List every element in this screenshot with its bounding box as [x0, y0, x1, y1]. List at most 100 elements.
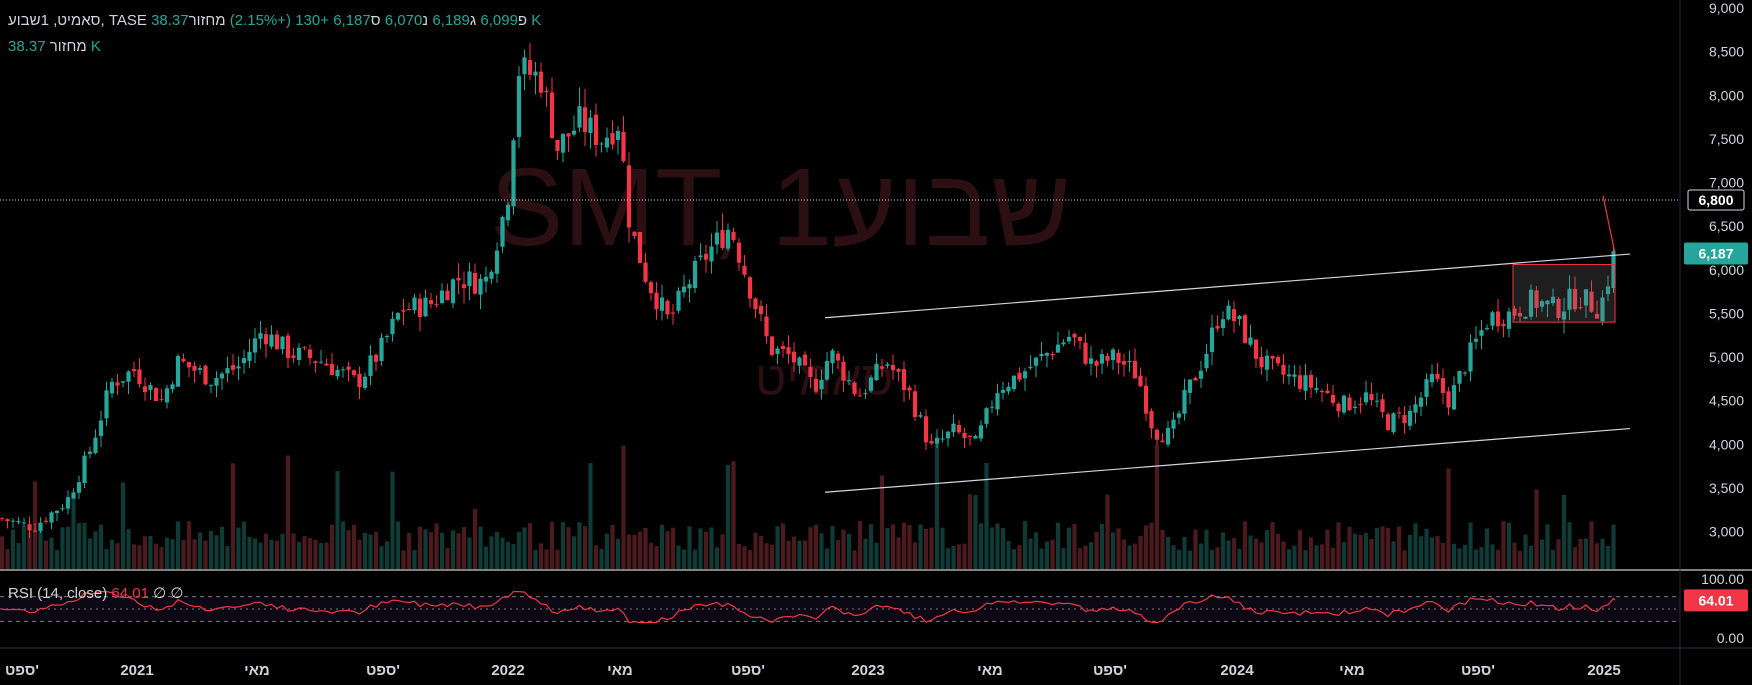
- candle-body: [626, 165, 632, 228]
- candle-body: [1539, 301, 1545, 307]
- candle-body: [417, 298, 423, 318]
- candle-body: [549, 92, 555, 138]
- volume-bar: [626, 534, 632, 569]
- candle-body: [802, 354, 808, 366]
- candle-body: [929, 441, 934, 444]
- candle-body: [720, 230, 725, 249]
- volume-bar: [203, 540, 208, 569]
- candle-body: [923, 416, 929, 443]
- volume-bar: [1523, 534, 1528, 569]
- time-axis-label: מאי: [607, 662, 633, 679]
- time-axis[interactable]: ספט' 2021 מאי ספט' 2022 מאי ספט' 2023 מאי ספט' 202…: [5, 662, 1621, 679]
- volume-bar: [797, 540, 802, 569]
- rsi-label[interactable]: RSI (14, close): [8, 585, 108, 602]
- candle-body: [742, 265, 747, 275]
- volume-bar: [181, 540, 186, 569]
- candle-body: [65, 497, 71, 509]
- candle-body: [10, 520, 16, 522]
- volume-bar: [725, 465, 731, 569]
- volume-bar: [1490, 544, 1495, 569]
- ohlc-legend: סאמיט, 1שבוע, TASE פ6,099 ג6,189 נ6,070 …: [8, 12, 541, 29]
- candle-body: [483, 276, 489, 282]
- candle-body: [1215, 325, 1220, 329]
- volume-bar: [874, 542, 879, 569]
- volume-bar: [1154, 444, 1160, 569]
- candle-body: [1314, 388, 1319, 390]
- volume-bar: [593, 545, 599, 569]
- candle-body: [1418, 397, 1424, 407]
- price-tick-label: 5,500: [1709, 305, 1744, 321]
- candle-body: [582, 107, 588, 133]
- low-value: 6,070: [384, 12, 423, 29]
- candle-body: [472, 272, 478, 294]
- volume-bar: [500, 537, 505, 569]
- volume-bar: [643, 527, 648, 569]
- candle-body: [445, 290, 450, 301]
- volume-bar: [1462, 544, 1468, 569]
- volume-bar: [1424, 528, 1429, 569]
- candle-body: [665, 300, 670, 315]
- volume-bar: [170, 539, 175, 569]
- volume-bar: [494, 531, 500, 569]
- volume-bar: [43, 540, 49, 569]
- candle-body: [1270, 355, 1275, 359]
- volume-bar: [1083, 545, 1088, 569]
- volume-indicator-label[interactable]: מחזור: [49, 38, 87, 55]
- candle-body: [912, 391, 918, 418]
- volume-bar: [428, 532, 434, 569]
- volume-bar: [489, 536, 494, 569]
- candle-body: [357, 373, 362, 388]
- candle-body: [681, 286, 687, 293]
- candle-body: [1176, 413, 1182, 418]
- candle-body: [511, 140, 516, 207]
- volume-label: מחזור: [188, 12, 226, 29]
- volume-bar: [291, 533, 296, 569]
- volume-bar: [544, 549, 549, 569]
- volume-bar: [819, 533, 824, 569]
- low-label: נ: [422, 12, 429, 29]
- candle-body: [725, 229, 731, 249]
- candle-body: [1171, 419, 1176, 429]
- volume-bar: [890, 524, 896, 569]
- candle-body: [632, 231, 637, 237]
- volume-bar: [258, 542, 263, 569]
- volume-bar: [1209, 549, 1215, 569]
- candle-body: [1347, 397, 1352, 411]
- candle-body: [1198, 370, 1204, 379]
- volume-bar: [1105, 494, 1110, 569]
- volume-bar: [857, 521, 863, 569]
- volume-bar: [1358, 534, 1363, 569]
- candle-body: [379, 337, 384, 362]
- volume-bar: [1539, 539, 1545, 569]
- candle-body: [1534, 290, 1539, 308]
- volume-bar: [599, 548, 604, 569]
- volume-bar: [340, 521, 346, 569]
- candle-body: [1605, 286, 1611, 295]
- candle-body: [560, 133, 566, 153]
- volume-bar: [1594, 543, 1600, 569]
- volume-bar: [1176, 549, 1182, 569]
- candle-body: [186, 361, 192, 368]
- candle-body: [1286, 374, 1292, 377]
- time-axis-label: 2023: [851, 662, 884, 679]
- candle-body: [786, 347, 791, 355]
- time-axis-label: ספט': [366, 662, 400, 679]
- candle-body: [307, 349, 313, 359]
- candle-body: [1572, 288, 1578, 310]
- candle-body: [60, 508, 65, 510]
- candle-body: [1231, 309, 1237, 322]
- candle-body: [340, 369, 346, 371]
- volume-bar: [1352, 533, 1358, 569]
- price-tick-label: 5,000: [1709, 349, 1744, 365]
- candle-body: [1028, 366, 1033, 369]
- candle-body: [291, 355, 296, 358]
- candle-body: [1259, 356, 1264, 368]
- candle-body: [1121, 361, 1127, 365]
- candle-body: [1484, 328, 1490, 330]
- drawings[interactable]: [824, 195, 1631, 493]
- candle-body: [1275, 356, 1281, 364]
- symbol-title[interactable]: סאמיט, 1שבוע, TASE: [8, 12, 147, 29]
- volume-bar: [186, 521, 192, 569]
